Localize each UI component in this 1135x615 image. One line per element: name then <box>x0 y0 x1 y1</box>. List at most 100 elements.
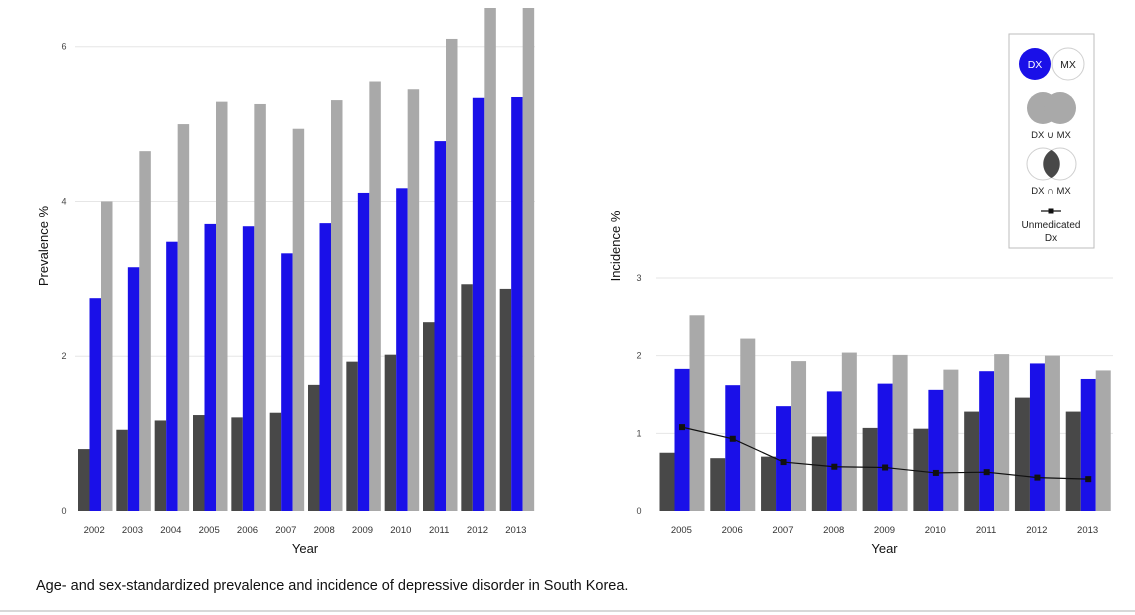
prevalence-bar-dx-2002 <box>89 298 101 511</box>
prevalence-bar-dx-2011 <box>434 141 446 511</box>
prevalence-xtick-label: 2003 <box>122 525 143 536</box>
prevalence-xtick-label: 2004 <box>160 525 181 536</box>
incidence-unmedicated-point-2013 <box>1085 476 1092 483</box>
prevalence-bar-dx-or-mx-2006 <box>254 103 266 512</box>
dx-legend-label: DX <box>1028 59 1043 71</box>
incidence-bar-dx-and-mx-2010 <box>913 428 929 511</box>
prevalence-bar-dx-and-mx-2003 <box>116 429 128 511</box>
incidence-bar-dx-2012 <box>1029 363 1045 511</box>
incidence-xtick-label: 2011 <box>976 525 996 536</box>
incidence-unmedicated-point-2010 <box>932 469 939 476</box>
incidence-xtick-label: 2013 <box>1077 525 1098 536</box>
prevalence-bar-dx-or-mx-2011 <box>446 38 458 511</box>
prevalence-bar-dx-2006 <box>242 226 255 511</box>
legend: DX MX DX ∪ MX DX ∩ MX Unmedicated Dx <box>1008 33 1095 249</box>
mx-legend-swatch <box>1051 47 1085 81</box>
prevalence-y-axis-title: Prevalence % <box>36 205 51 286</box>
incidence-unmedicated-point-2012 <box>1034 474 1041 481</box>
prevalence-bar-dx-2010 <box>396 188 408 511</box>
prevalence-xtick-label: 2012 <box>467 525 488 536</box>
incidence-bar-dx-and-mx-2008 <box>811 436 827 511</box>
prevalence-bar-dx-2009 <box>357 192 370 512</box>
prevalence-bar-dx-2004 <box>166 241 178 511</box>
incidence-ytick-label: 2 <box>636 351 641 361</box>
intersection-legend-swatch <box>1043 150 1060 178</box>
union-legend-swatch-right <box>1044 92 1076 124</box>
incidence-ytick-label: 1 <box>636 428 641 438</box>
prevalence-ytick-label: 4 <box>61 196 66 206</box>
figure-caption: Age- and sex-standardized prevalence and… <box>36 578 629 594</box>
prevalence-ytick-label: 6 <box>61 42 66 52</box>
prevalence-xtick-label: 2006 <box>237 525 258 536</box>
incidence-unmedicated-point-2006 <box>729 435 736 442</box>
incidence-bar-dx-and-mx-2011 <box>964 411 980 511</box>
incidence-xtick-label: 2012 <box>1026 525 1047 536</box>
incidence-y-axis-title: Incidence % <box>608 210 623 281</box>
incidence-bar-dx-and-mx-2013 <box>1065 411 1081 511</box>
prevalence-bar-dx-and-mx-2005 <box>193 415 205 511</box>
prevalence-bar-dx-and-mx-2006 <box>231 417 243 511</box>
prevalence-xtick-label: 2002 <box>84 525 105 536</box>
prevalence-bar-dx-2013 <box>511 96 523 511</box>
incidence-xtick-label: 2005 <box>671 525 692 536</box>
incidence-bar-dx-and-mx-2007 <box>761 456 777 511</box>
prevalence-bar-dx-or-mx-2005 <box>216 101 228 512</box>
incidence-bar-dx-or-mx-2006 <box>740 338 756 511</box>
incidence-bar-dx-2010 <box>928 389 944 511</box>
prevalence-bar-dx-and-mx-2002 <box>78 449 90 511</box>
incidence-bar-dx-2005 <box>674 368 690 511</box>
prevalence-bar-dx-or-mx-2013 <box>522 8 535 511</box>
intersection-legend-label: DX ∩ MX <box>1031 186 1071 197</box>
incidence-xtick-label: 2006 <box>722 525 743 536</box>
prevalence-xtick-label: 2011 <box>429 525 449 536</box>
prevalence-bar-dx-2003 <box>127 267 140 511</box>
incidence-xtick-label: 2007 <box>772 525 793 536</box>
incidence-bar-dx-2009 <box>877 383 893 511</box>
incidence-bar-dx-2011 <box>979 371 995 511</box>
incidence-bar-dx-2013 <box>1080 378 1096 511</box>
incidence-xtick-label: 2009 <box>874 525 895 536</box>
dx-legend-swatch <box>1019 48 1051 80</box>
incidence-bar-dx-and-mx-2009 <box>862 427 878 511</box>
incidence-bar-dx-or-mx-2013 <box>1095 370 1111 511</box>
prevalence-bar-dx-and-mx-2004 <box>154 420 167 511</box>
prevalence-ytick-label: 2 <box>61 351 66 361</box>
unmedicated-legend-marker <box>1048 208 1054 214</box>
prevalence-bar-dx-2005 <box>204 223 216 511</box>
incidence-ytick-label: 0 <box>636 506 641 516</box>
incidence-unmedicated-point-2008 <box>831 463 838 470</box>
incidence-xtick-label: 2008 <box>823 525 844 536</box>
incidence-bar-dx-and-mx-2012 <box>1014 397 1030 511</box>
incidence-unmedicated-point-2007 <box>780 459 787 466</box>
prevalence-bar-dx-or-mx-2003 <box>139 151 151 511</box>
prevalence-xtick-label: 2013 <box>505 525 526 536</box>
prevalence-bar-dx-2008 <box>319 223 331 512</box>
prevalence-bar-dx-and-mx-2007 <box>269 412 282 511</box>
incidence-bar-dx-or-mx-2008 <box>841 352 857 511</box>
incidence-bar-dx-or-mx-2009 <box>892 354 908 511</box>
prevalence-bar-dx-and-mx-2013 <box>499 288 512 511</box>
prevalence-ytick-label: 0 <box>61 506 66 516</box>
incidence-unmedicated-point-2009 <box>882 464 889 471</box>
prevalence-bar-dx-and-mx-2011 <box>423 322 435 511</box>
incidence-xtick-label: 2010 <box>925 525 946 536</box>
incidence-bar-dx-or-mx-2005 <box>689 315 705 511</box>
incidence-bar-dx-or-mx-2007 <box>791 361 807 511</box>
incidence-bar-dx-2006 <box>725 385 741 511</box>
prevalence-bar-dx-or-mx-2002 <box>101 201 113 511</box>
incidence-bar-dx-2007 <box>776 406 792 511</box>
prevalence-xtick-label: 2009 <box>352 525 373 536</box>
prevalence-xtick-label: 2007 <box>275 525 296 536</box>
prevalence-bar-dx-and-mx-2010 <box>384 354 397 511</box>
charts-canvas: 0 2 4 6 2002 2003 2004 2005 2006 2007 2008 2009 2010… <box>36 8 1113 556</box>
prevalence-bar-dx-2007 <box>281 253 293 511</box>
prevalence-xtick-label: 2005 <box>199 525 220 536</box>
prevalence-bar-dx-2012 <box>472 97 485 512</box>
incidence-x-axis-title: Year <box>871 541 898 556</box>
divider <box>0 610 1135 612</box>
prevalence-bar-dx-or-mx-2007 <box>292 128 305 511</box>
incidence-chart: 0 1 2 3 2005 2006 2007 2008 2009 2010 2011 2012 2013… <box>608 210 1113 556</box>
incidence-bar-dx-and-mx-2006 <box>710 458 726 511</box>
prevalence-bar-dx-and-mx-2008 <box>308 384 320 511</box>
incidence-bar-dx-and-mx-2005 <box>659 452 675 511</box>
